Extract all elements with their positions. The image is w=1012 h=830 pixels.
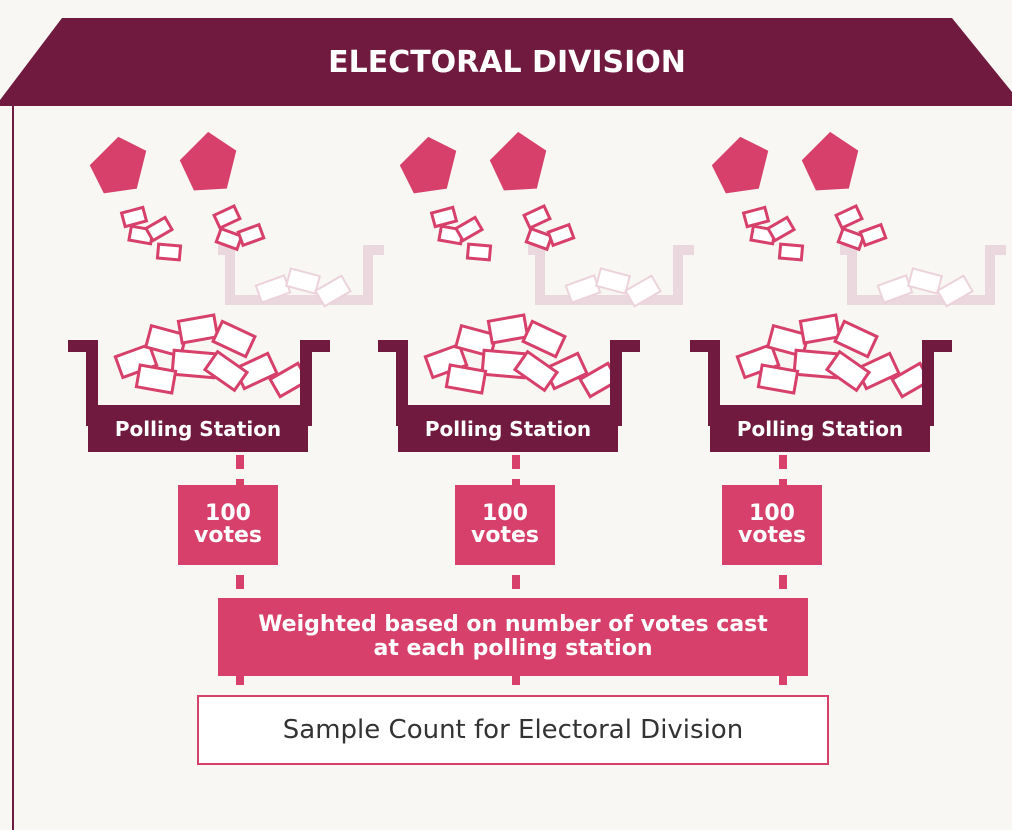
votes-text: 100: [482, 503, 528, 525]
weighting-box: Weighted based on number of votes cast a…: [218, 598, 808, 676]
votes-text: votes: [738, 525, 806, 547]
diagram: ELECTORAL DIVISIONPolling Station100vote…: [0, 0, 1012, 830]
polling-station-art: [378, 130, 694, 452]
votes-text: votes: [194, 525, 262, 547]
votes-text: 100: [749, 503, 795, 525]
votes-text: votes: [471, 525, 539, 547]
title: ELECTORAL DIVISION: [62, 30, 952, 94]
station-label: Polling Station: [88, 405, 308, 452]
station-label: Polling Station: [398, 405, 618, 452]
station-label: Polling Station: [710, 405, 930, 452]
result-box: Sample Count for Electoral Division: [197, 695, 829, 765]
votes-text: 100: [205, 503, 251, 525]
polling-station-art: [68, 130, 384, 452]
polling-station-art: [690, 130, 1006, 452]
